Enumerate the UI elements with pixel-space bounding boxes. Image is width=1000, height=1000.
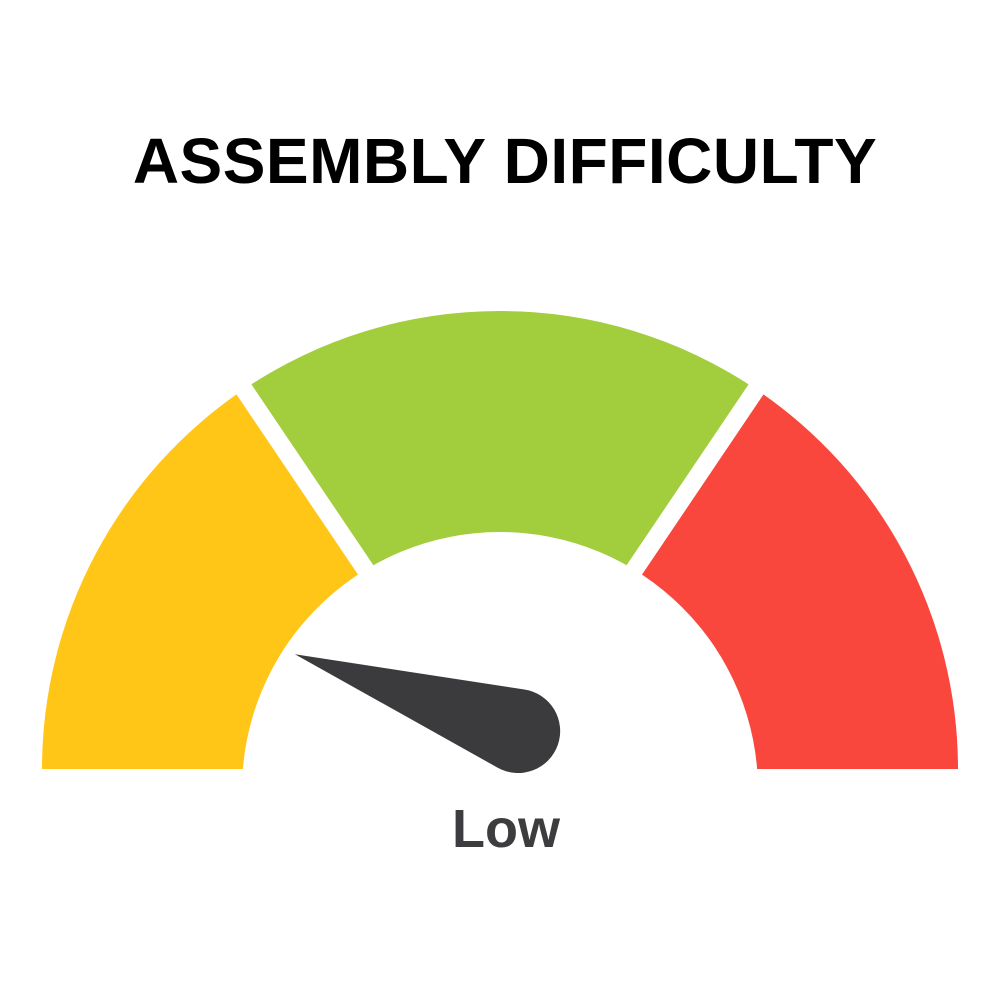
gauge-reading-label: Low (452, 799, 561, 859)
chart-title: ASSEMBLY DIFFICULTY (133, 125, 877, 197)
gauge-needle-icon (294, 654, 561, 774)
